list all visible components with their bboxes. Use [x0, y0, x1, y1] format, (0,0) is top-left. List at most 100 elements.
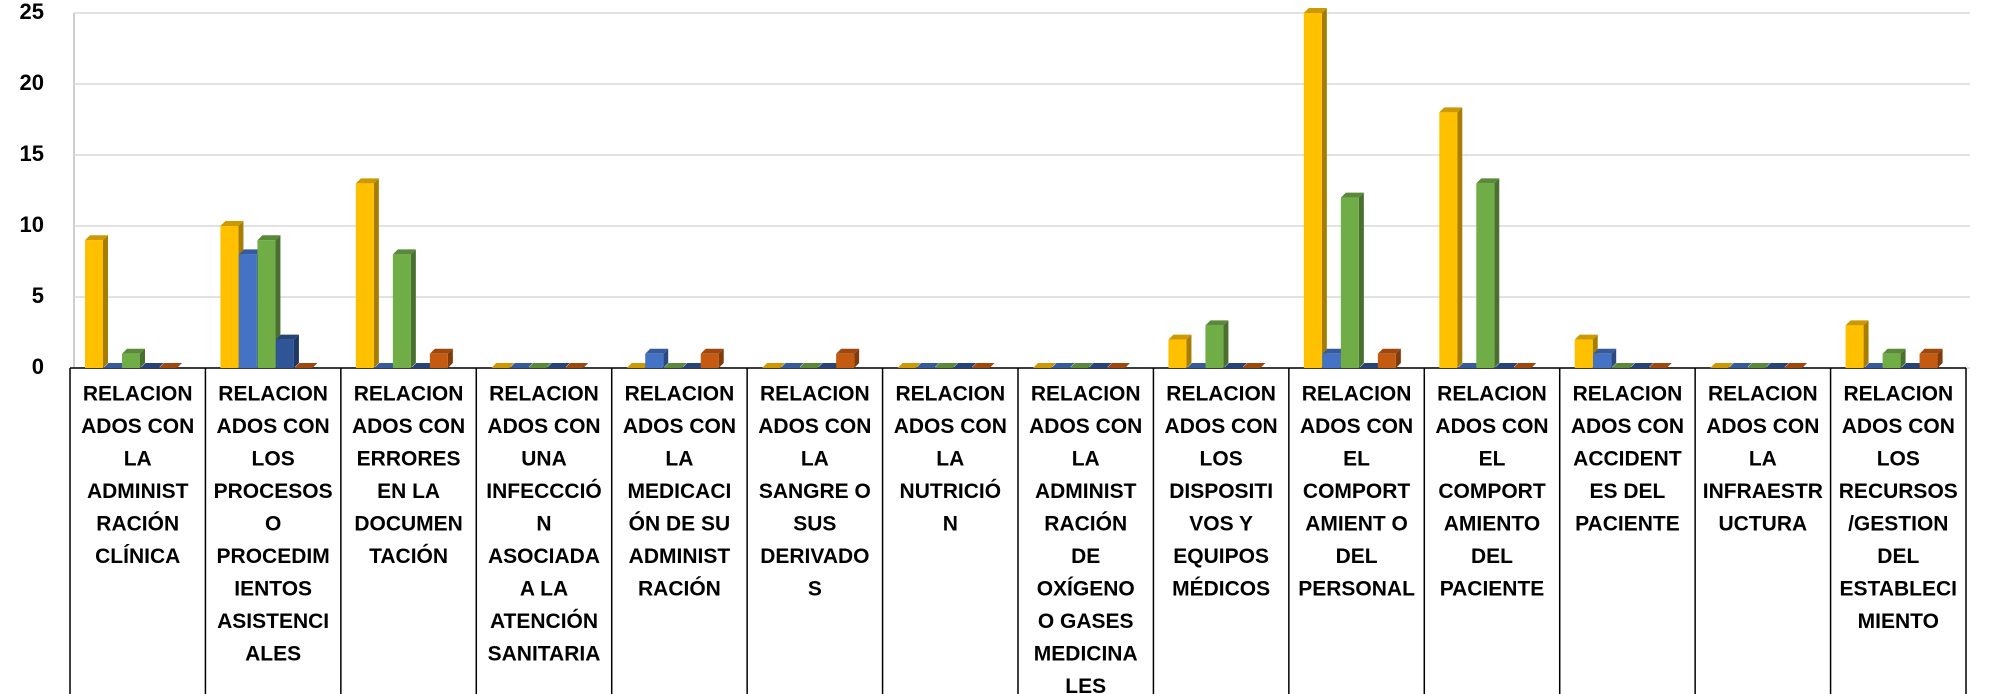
bar-top	[374, 363, 398, 368]
x-tick-label: ADOS CON	[1571, 415, 1684, 438]
x-tick-label: VOS Y	[1189, 513, 1253, 536]
x-tick-label: RECURSOS	[1839, 480, 1958, 503]
bar	[1919, 353, 1938, 368]
y-tick-label: 5	[32, 283, 44, 308]
bar-top	[953, 363, 977, 368]
x-tick-label: LA	[1749, 448, 1777, 471]
bar	[645, 353, 664, 368]
x-tick-label: ADOS CON	[217, 415, 330, 438]
bar-top	[528, 363, 552, 368]
bar-top	[1476, 178, 1500, 184]
x-tick-label: INFECCCIÓ	[486, 479, 602, 503]
bar-side	[103, 235, 108, 368]
y-tick-label: 0	[32, 354, 44, 379]
bar-top	[1728, 363, 1752, 368]
bar-top	[1611, 363, 1635, 368]
x-tick-label: AMIENTO	[1444, 513, 1540, 536]
bar-top	[817, 363, 841, 368]
bar-top	[1186, 363, 1210, 368]
bar-top	[1168, 334, 1192, 340]
x-tick-label: RELACION	[489, 383, 599, 406]
bar-top	[780, 363, 804, 368]
y-tick-label: 20	[20, 70, 44, 95]
x-tick-label: OXÍGENO	[1037, 578, 1135, 601]
bar-top	[1033, 363, 1056, 368]
bar-top	[1359, 363, 1383, 368]
bar-top	[1710, 363, 1734, 368]
bar-top	[1494, 363, 1518, 368]
x-tick-label: RELACION	[354, 383, 464, 406]
y-tick-label: 10	[20, 212, 44, 237]
bar	[429, 353, 448, 368]
bar	[1340, 197, 1359, 368]
bar	[1845, 325, 1864, 368]
x-tick-label: DOCUMEN	[354, 513, 463, 536]
x-tick-label: PERSONAL	[1298, 578, 1415, 601]
x-tick-label: MÉDICOS	[1172, 578, 1270, 601]
x-tick-label: ADOS CON	[894, 415, 1007, 438]
bar-top	[971, 363, 995, 368]
bar-top	[1322, 348, 1346, 354]
x-tick-label: ADOS CON	[623, 415, 736, 438]
bar-side	[140, 348, 145, 368]
bar-side	[854, 348, 860, 368]
bar-top	[546, 363, 570, 368]
bar-top	[645, 348, 669, 354]
bar-top	[1070, 363, 1093, 368]
bar-top	[1784, 363, 1808, 368]
bar-top	[85, 235, 108, 241]
bar-top	[1882, 348, 1906, 354]
x-tick-label: ESTABLECI	[1840, 578, 1957, 601]
x-tick-label: RACIÓN	[638, 577, 721, 601]
x-tick-label: ADMINIST	[1035, 480, 1137, 503]
x-tick-label: ÓN DE SU	[629, 512, 731, 536]
x-tick-label: ADOS CON	[1706, 415, 1819, 438]
x-tick-label: COMPORT	[1303, 480, 1411, 503]
bar	[238, 254, 257, 368]
bar-top	[799, 363, 823, 368]
bar	[1303, 13, 1322, 368]
x-tick-label: EL	[1343, 448, 1370, 471]
x-tick-label: AMIENT O	[1305, 513, 1408, 536]
bar-top	[159, 363, 182, 368]
x-tick-label: EN LA	[377, 480, 440, 503]
bar-top	[294, 363, 318, 368]
bar	[1574, 339, 1593, 368]
bar-side	[373, 178, 379, 368]
bar-top	[220, 221, 244, 226]
bar-top	[355, 178, 379, 184]
bar-side	[447, 348, 453, 368]
bar-side	[663, 348, 669, 368]
x-tick-label: RELACION	[1166, 383, 1276, 406]
bar-top	[1648, 363, 1672, 368]
bar-side	[293, 334, 299, 368]
x-tick-label: RELACION	[218, 383, 328, 406]
bar-top	[257, 235, 281, 241]
x-tick-label: RELACION	[895, 383, 1005, 406]
bar-top	[1513, 363, 1537, 368]
x-tick-label: EL	[1479, 448, 1506, 471]
bar	[1322, 353, 1341, 368]
bar-top	[1439, 107, 1463, 113]
bar	[122, 353, 140, 368]
x-tick-label: RELACION	[760, 383, 870, 406]
bar-top	[1919, 348, 1943, 354]
bar-top	[934, 363, 958, 368]
bar-top	[1457, 363, 1481, 368]
bar-top	[1765, 363, 1789, 368]
bar-side	[410, 249, 416, 368]
x-tick-label: O GASES	[1038, 610, 1134, 633]
bar-side	[718, 348, 724, 368]
x-tick-label: IENTOS	[234, 578, 312, 601]
bar-top	[1864, 363, 1888, 368]
x-tick-label: PACIENTE	[1440, 578, 1545, 601]
x-tick-label: RELACION	[1302, 383, 1412, 406]
bar-side	[1223, 320, 1229, 368]
bar-top	[411, 363, 435, 368]
x-tick-label: ADOS CON	[1842, 415, 1955, 438]
bar	[355, 183, 374, 368]
x-tick-label: ADOS CON	[1165, 415, 1278, 438]
bar-side	[1494, 178, 1500, 368]
x-tick-label: INFRAESTR	[1703, 480, 1823, 503]
bar-top	[1574, 334, 1598, 340]
